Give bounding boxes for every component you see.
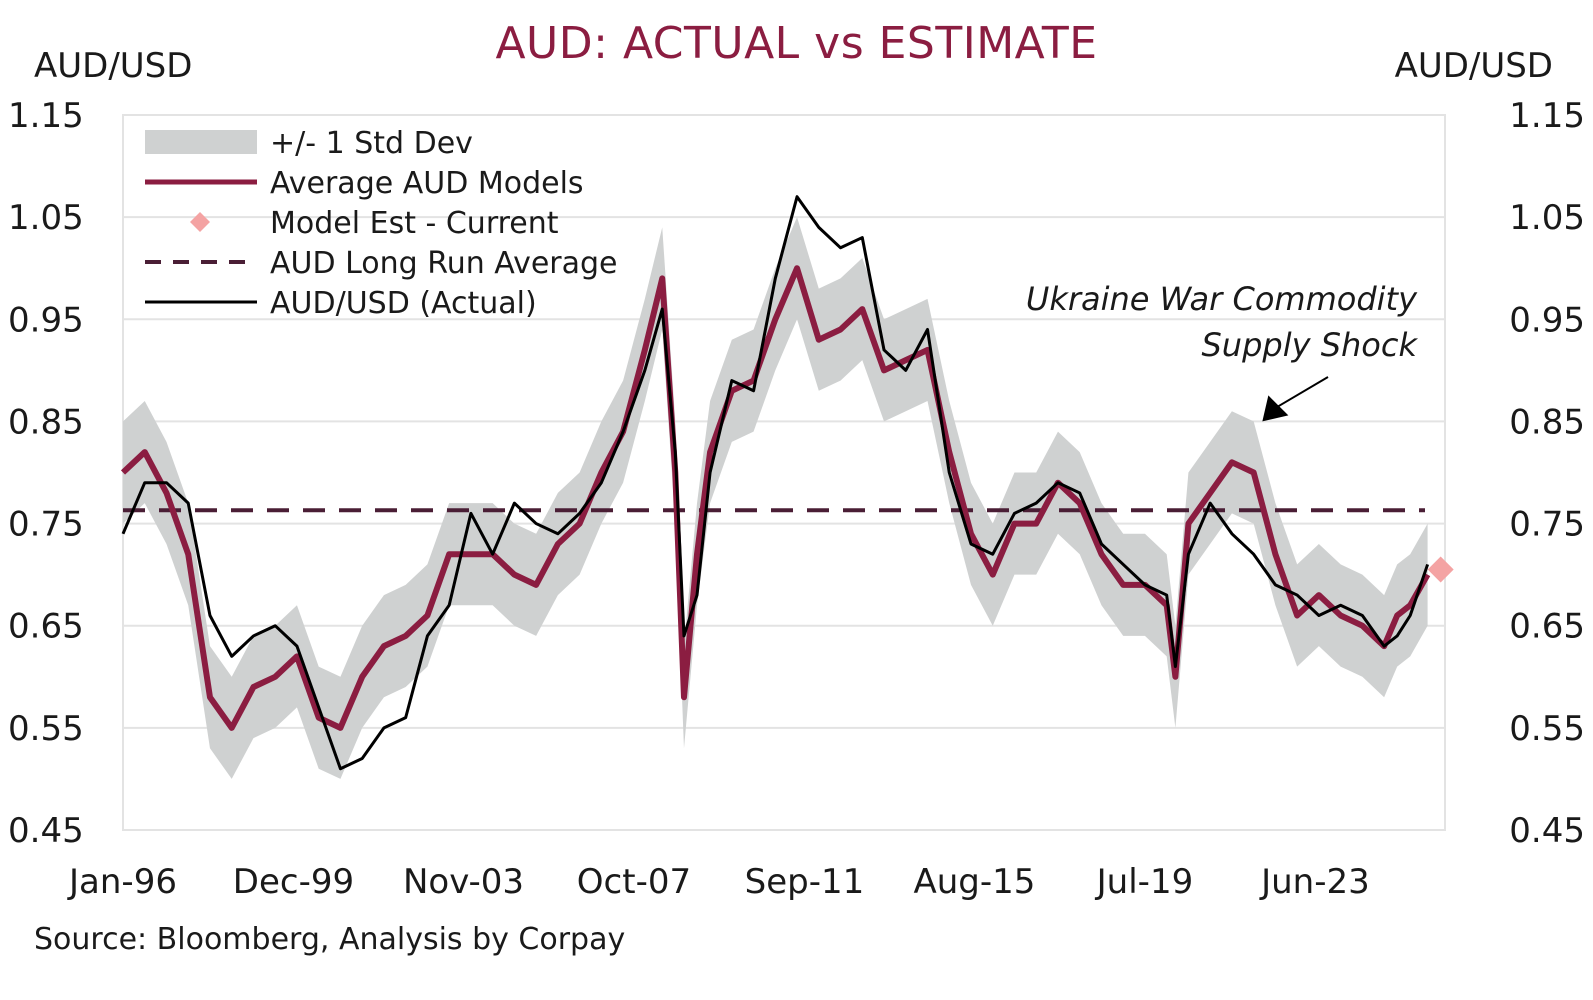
x-tick-label: Oct-07 [577,862,691,902]
y-tick-label-left: 1.15 [8,96,84,136]
y-tick-label-right: 0.65 [1509,607,1585,647]
legend: +/- 1 Std Dev Average AUD Models Model Est… [145,126,618,321]
actual-audusd-line [121,195,1430,771]
x-tick-label: Sep-11 [745,862,865,902]
current-estimate-layer [1427,556,1454,583]
legend-label: AUD Long Run Average [270,246,618,281]
y-tick-label-left: 0.65 [8,607,84,647]
chart-title: AUD: ACTUAL vs ESTIMATE [495,18,1098,69]
y-tick-label-right: 0.55 [1509,709,1585,749]
annotation-text: Supply Shock [1201,326,1418,364]
series-lines [120,195,1431,771]
annotation-arrow-head [1262,395,1289,422]
legend-swatch-band [145,130,257,154]
legend-label: +/- 1 Std Dev [270,126,473,161]
std-dev-band [123,217,1428,779]
y-tick-label-left: 0.45 [8,811,84,851]
x-tick-label: Jul-19 [1095,862,1194,902]
y-tick-label-left: 0.85 [8,402,84,442]
x-tick-label: Jun-23 [1259,862,1370,902]
annotation-arrow-shaft [1275,376,1329,409]
x-tick-labels: Jan-96 Dec-99 Nov-03 Oct-07 Sep-11 Aug-15 Jul-… [67,862,1370,902]
y-tick-label-right: 0.85 [1509,402,1585,442]
y-tick-label-left: 0.95 [8,300,84,340]
legend-label: Model Est - Current [270,206,559,241]
current-estimate-marker [1427,556,1454,583]
y-tick-labels: 0.45 0.45 0.55 0.55 0.65 0.65 0.75 0.75 0.85 0.85… [8,96,1585,851]
y-tick-label-right: 1.05 [1509,198,1585,238]
left-axis-title: AUD/USD [34,46,193,86]
gridlines [122,114,1446,831]
annotation-text: Ukraine War Commodity [1026,280,1418,318]
y-tick-label-left: 1.05 [8,198,84,238]
y-tick-label-right: 0.75 [1509,505,1585,545]
legend-swatch-diamond [190,212,210,232]
x-tick-label: Dec-99 [233,862,354,902]
x-tick-label: Nov-03 [403,862,524,902]
y-tick-label-right: 1.15 [1509,96,1585,136]
y-tick-label-left: 0.55 [8,709,84,749]
y-tick-label-right: 0.95 [1509,300,1585,340]
source-note: Source: Bloomberg, Analysis by Corpay [34,922,626,957]
right-axis-title: AUD/USD [1394,46,1553,86]
std-dev-band-area [123,217,1428,779]
legend-label: AUD/USD (Actual) [270,286,537,321]
x-tick-label: Aug-15 [914,862,1036,902]
x-tick-label: Jan-96 [67,862,177,902]
annotation: Ukraine War Commodity Supply Shock [1026,280,1418,422]
average-models-line [120,265,1431,731]
legend-label: Average AUD Models [270,166,584,201]
y-tick-label-right: 0.45 [1509,811,1585,851]
y-tick-label-left: 0.75 [8,505,84,545]
